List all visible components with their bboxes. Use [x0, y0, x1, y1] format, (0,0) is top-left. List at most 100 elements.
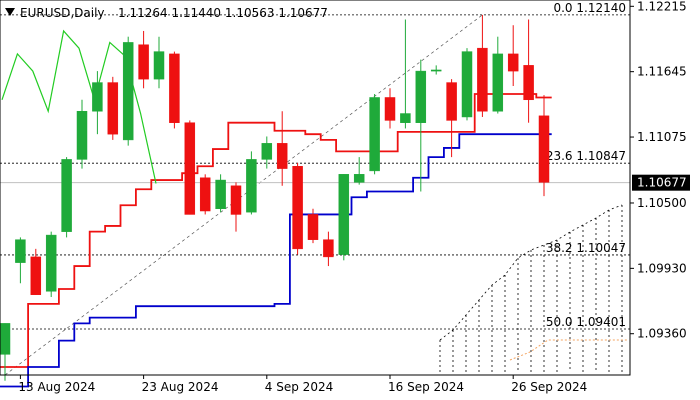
candle — [92, 71, 103, 135]
y-tick-label: 1.12215 — [637, 0, 687, 13]
candle-body — [538, 115, 550, 183]
plot-area: 0.0 1.12140 23.6 1.10847 38.2 1.10047 50.0 … — [0, 1, 630, 388]
candle-body — [138, 44, 149, 80]
candle — [0, 323, 11, 381]
candle-body — [323, 239, 334, 258]
candle-body — [15, 239, 26, 263]
candle-body — [292, 166, 303, 250]
fib-level-label: 23.6 1.10847 — [546, 149, 626, 163]
candle-body — [61, 159, 72, 232]
candle — [169, 51, 180, 129]
candle — [369, 94, 380, 175]
symbol-timeframe: EURUSD,Daily — [20, 6, 105, 20]
y-tick-label: 1.10500 — [637, 196, 687, 210]
candle — [122, 36, 134, 146]
candle — [446, 79, 457, 158]
candle-body — [261, 143, 273, 160]
fib-level-label: 38.2 1.10047 — [546, 241, 626, 255]
y-tick-label: 1.09360 — [637, 327, 687, 341]
candle-body — [169, 53, 180, 123]
candle-body — [338, 174, 350, 255]
candle-body — [107, 82, 119, 135]
candle-body — [76, 110, 88, 160]
candle — [492, 36, 504, 114]
candle — [30, 248, 42, 295]
candle-body — [307, 214, 319, 240]
cloud-upper-edge — [439, 204, 623, 341]
y-tick-label: 1.11075 — [637, 130, 687, 144]
candle-body — [246, 159, 257, 213]
y-tick-label: 1.11645 — [637, 65, 687, 79]
candle-body — [384, 97, 396, 121]
fib-level-label: 0.0 1.12140 — [553, 1, 626, 15]
x-tick-label: 4 Sep 2024 — [265, 380, 333, 394]
x-tick-label: 16 Sep 2024 — [388, 380, 464, 394]
candle-body — [492, 53, 504, 112]
candle-body — [45, 234, 57, 292]
y-axis: 1.12215 1.11645 1.11075 1.10500 1.09930 1.093… — [630, 0, 690, 341]
candle — [523, 19, 534, 123]
candle-body — [369, 97, 380, 172]
candle — [400, 19, 411, 129]
candle-body — [507, 53, 519, 72]
candle-body — [230, 185, 242, 215]
candle — [276, 111, 288, 186]
candle-body — [523, 65, 534, 101]
candle — [138, 30, 149, 89]
last-price-tag — [632, 174, 690, 191]
candle — [538, 95, 550, 197]
candle-body — [199, 177, 211, 212]
candle-body — [92, 82, 103, 112]
candle-body — [122, 42, 134, 141]
fib-layer: 0.0 1.12140 23.6 1.10847 38.2 1.10047 50.0 … — [0, 1, 630, 376]
cloud-layer — [439, 204, 628, 372]
candle — [215, 174, 226, 213]
y-tick-label: 1.09930 — [637, 261, 687, 275]
candle-body — [153, 51, 165, 80]
candle-body — [461, 51, 473, 118]
candle — [261, 136, 273, 169]
candle-body — [446, 82, 457, 121]
x-tick-label: 26 Sep 2024 — [511, 380, 587, 394]
last-price-label: 1.10677 — [637, 176, 687, 190]
candle — [230, 182, 242, 232]
candle — [15, 237, 26, 284]
candle — [430, 65, 442, 75]
x-tick-label: 23 Aug 2024 — [142, 380, 219, 394]
x-tick-label: 13 Aug 2024 — [18, 380, 95, 394]
candle-body — [0, 323, 11, 355]
candle — [353, 157, 365, 185]
fib-level-label: 50.0 1.09401 — [546, 315, 626, 329]
candle — [338, 174, 350, 261]
x-axis: 13 Aug 2024 23 Aug 2024 4 Sep 2024 16 Sep 2… — [18, 375, 587, 394]
candle-body — [430, 69, 442, 72]
candle — [507, 25, 519, 87]
candle — [323, 231, 334, 267]
candle — [477, 14, 488, 117]
header: EURUSD,Daily 1.11264 1.11440 1.10563 1.1… — [5, 6, 328, 20]
fib-trendline — [4, 14, 483, 376]
candle — [153, 36, 165, 89]
candle — [246, 151, 257, 215]
candle — [76, 99, 88, 169]
candle-body — [184, 122, 196, 215]
dropdown-triangle-icon[interactable] — [5, 8, 15, 16]
candle-body — [400, 113, 411, 123]
candle-body — [477, 47, 488, 112]
candle — [45, 231, 57, 298]
candle-body — [276, 143, 288, 169]
candle-body — [215, 179, 226, 209]
candle-body — [415, 70, 427, 123]
candle-body — [30, 256, 42, 295]
candles-layer — [0, 14, 550, 381]
candle — [415, 59, 427, 192]
candle — [292, 162, 303, 255]
cloud-lower-edge — [509, 339, 628, 361]
candle — [461, 48, 473, 121]
candle — [307, 208, 319, 244]
candle-body — [353, 174, 365, 183]
candle — [107, 76, 119, 140]
candle — [199, 174, 211, 215]
candle — [61, 157, 72, 238]
